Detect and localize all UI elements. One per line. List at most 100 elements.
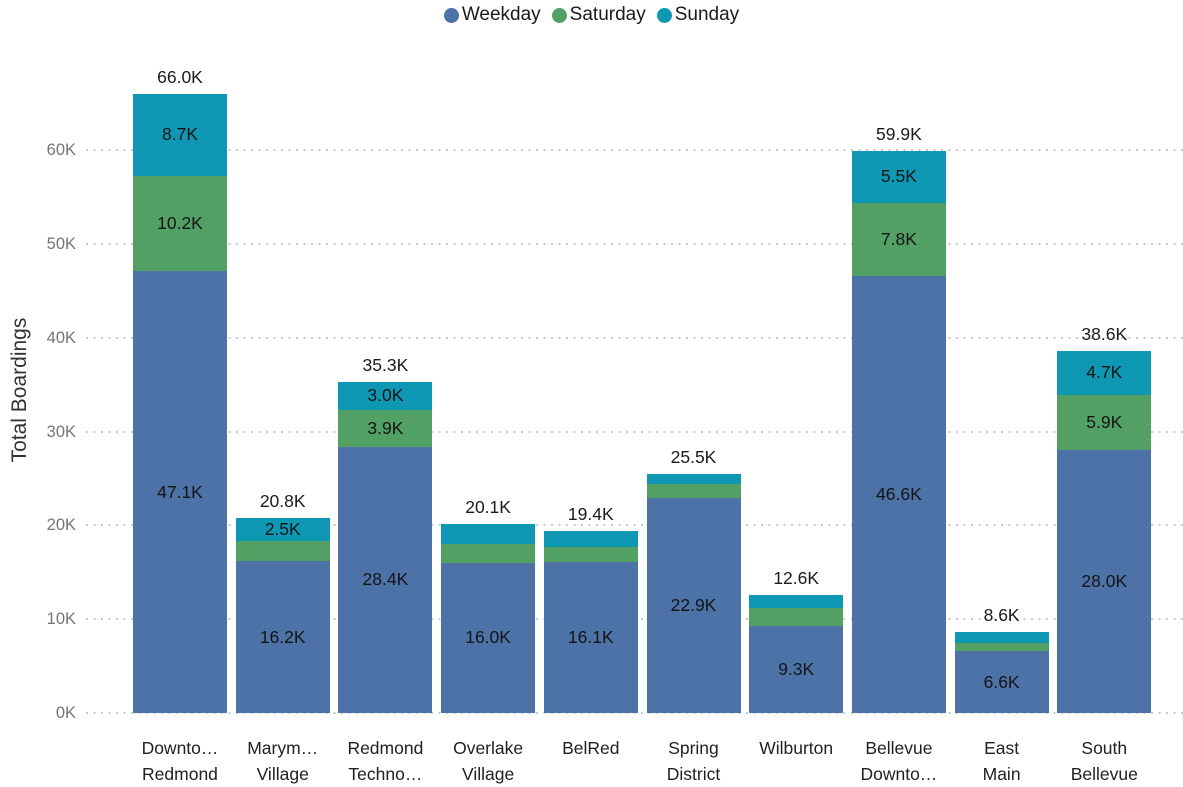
bar-segment-weekday: 6.6K bbox=[954, 651, 1049, 713]
x-category-label-line: Marym… bbox=[247, 738, 319, 758]
bar-segment-value-label: 4.7K bbox=[1086, 362, 1123, 383]
gridline-30K bbox=[86, 430, 1183, 433]
x-category-label-line: Overlake bbox=[453, 738, 524, 758]
x-category-label-line: District bbox=[666, 763, 721, 784]
bar-total-label: 59.9K bbox=[876, 124, 922, 145]
x-category-label-line: Village bbox=[461, 763, 515, 784]
bar-segment-value-label: 7.8K bbox=[880, 228, 917, 249]
x-category-label: Wilburton bbox=[741, 736, 852, 762]
x-category-label: Bellevue Downto… bbox=[844, 736, 955, 787]
bar-segment-value-label: 16.2K bbox=[259, 626, 306, 647]
bar-segment-sunday: 8.7K bbox=[133, 93, 227, 176]
bar-segment-value-label: 28.0K bbox=[1081, 571, 1128, 592]
bar-segment-weekday: 9.3K bbox=[749, 625, 844, 713]
bar-segment-value-label: 5.9K bbox=[1086, 412, 1123, 433]
bar-segment-sunday bbox=[441, 524, 536, 545]
bar-segment-value-label: 5.5K bbox=[880, 166, 917, 187]
bar-segment-sunday: 3.0K bbox=[338, 381, 433, 410]
x-category-label: South Bellevue bbox=[1049, 736, 1160, 787]
bar-segment-weekday: 22.9K bbox=[646, 498, 741, 713]
x-category-label-line: Spring bbox=[668, 738, 719, 758]
gridline-40K bbox=[86, 336, 1183, 339]
chart-legend: Weekday Saturday Sunday bbox=[0, 4, 1183, 26]
bar-segment-value-label: 6.6K bbox=[983, 671, 1020, 692]
y-tick-label: 30K bbox=[46, 422, 76, 441]
bar-segment-weekday: 16.0K bbox=[441, 562, 536, 713]
bar-total-label: 20.1K bbox=[465, 497, 511, 518]
bar-segment-sunday: 2.5K bbox=[235, 517, 330, 542]
legend-swatch-saturday-icon bbox=[551, 7, 567, 23]
x-category-label-line: Wilburton bbox=[759, 738, 834, 758]
x-category-label-line: BelRed bbox=[562, 738, 620, 758]
x-category-label-line: East bbox=[984, 738, 1020, 758]
bar-segment-saturday bbox=[749, 607, 844, 626]
bar-segment-value-label: 16.1K bbox=[567, 626, 614, 647]
x-category-label-line: Redmond bbox=[142, 763, 218, 784]
gridline-20K bbox=[86, 524, 1183, 527]
bar-segment-sunday bbox=[646, 473, 741, 485]
bar-segment-value-label: 47.1K bbox=[157, 481, 203, 502]
bar-segment-sunday bbox=[543, 531, 638, 547]
y-tick-label: 0K bbox=[55, 704, 76, 722]
x-category-label: Marym… Village bbox=[227, 736, 338, 787]
x-category-label-line: Main bbox=[982, 763, 1021, 784]
legend-label-sunday: Sunday bbox=[674, 4, 740, 25]
y-tick-label: 40K bbox=[46, 328, 76, 347]
y-tick-label: 50K bbox=[46, 235, 76, 253]
bar-total-label: 19.4K bbox=[567, 504, 614, 525]
gridline-60K bbox=[86, 149, 1183, 152]
y-tick-label: 60K bbox=[46, 141, 76, 160]
bar-segment-saturday bbox=[543, 546, 638, 562]
x-category-label-line: Downto… bbox=[860, 763, 938, 784]
bar-total-label: 38.6K bbox=[1081, 323, 1128, 344]
bar-segment-value-label: 10.2K bbox=[157, 212, 203, 233]
bar-segment-saturday bbox=[954, 642, 1049, 652]
bar-total-label: 25.5K bbox=[670, 446, 717, 467]
x-category-label: Downto… Redmond bbox=[125, 736, 236, 787]
bar-total-label: 35.3K bbox=[362, 354, 409, 375]
bar-segment-weekday: 28.0K bbox=[1057, 450, 1152, 713]
legend-item-sunday: Sunday bbox=[656, 4, 740, 26]
legend-swatch-weekday-icon bbox=[443, 7, 459, 23]
bar-segment-value-label: 3.9K bbox=[367, 417, 404, 438]
legend-swatch-sunday-icon bbox=[656, 7, 672, 23]
bar-total-label: 12.6K bbox=[773, 567, 820, 588]
bar-segment-sunday bbox=[954, 632, 1049, 643]
y-tick-label: 10K bbox=[46, 610, 76, 629]
x-category-label: Spring District bbox=[638, 736, 749, 787]
gridline-0K bbox=[86, 712, 1183, 714]
bar-segment-value-label: 2.5K bbox=[264, 519, 301, 540]
bar-segment-weekday: 16.2K bbox=[235, 561, 330, 713]
bar-segment-sunday bbox=[749, 594, 844, 608]
x-category-label-line: Techno… bbox=[348, 763, 423, 784]
bar-total-label: 66.0K bbox=[157, 66, 203, 87]
bar-segment-weekday: 46.6K bbox=[851, 275, 946, 713]
x-category-label-line: Bellevue bbox=[1070, 763, 1138, 784]
bar-segment-value-label: 28.4K bbox=[362, 569, 409, 590]
bar-segment-sunday: 4.7K bbox=[1057, 350, 1152, 395]
bar-segment-value-label: 3.0K bbox=[367, 385, 404, 406]
bar-segment-weekday: 28.4K bbox=[338, 446, 433, 713]
legend-label-weekday: Weekday bbox=[461, 4, 541, 25]
x-category-label-line: Bellevue bbox=[865, 738, 933, 758]
y-axis-title: Total Boardings bbox=[8, 317, 31, 463]
bar-segment-saturday bbox=[441, 544, 536, 563]
bar-segment-value-label: 9.3K bbox=[778, 658, 815, 679]
legend-label-saturday: Saturday bbox=[569, 4, 646, 25]
legend-item-weekday: Weekday bbox=[443, 4, 541, 26]
bar-segment-value-label: 22.9K bbox=[670, 595, 717, 616]
bar-segment-value-label: 8.7K bbox=[162, 124, 198, 145]
x-category-label: East Main bbox=[946, 736, 1057, 787]
bar-segment-saturday: 5.9K bbox=[1057, 395, 1152, 451]
bar-segment-value-label: 46.6K bbox=[876, 483, 922, 504]
bar-segment-saturday: 10.2K bbox=[133, 175, 227, 272]
y-tick-label: 20K bbox=[46, 516, 76, 535]
bar-total-label: 8.6K bbox=[983, 605, 1020, 626]
bar-segment-value-label: 16.0K bbox=[465, 627, 511, 648]
bar-segment-saturday bbox=[646, 484, 741, 499]
gridline-50K bbox=[86, 243, 1183, 245]
bar-segment-weekday: 47.1K bbox=[133, 271, 227, 713]
x-category-label: Overlake Village bbox=[433, 736, 544, 787]
bar-segment-weekday: 16.1K bbox=[543, 561, 638, 713]
